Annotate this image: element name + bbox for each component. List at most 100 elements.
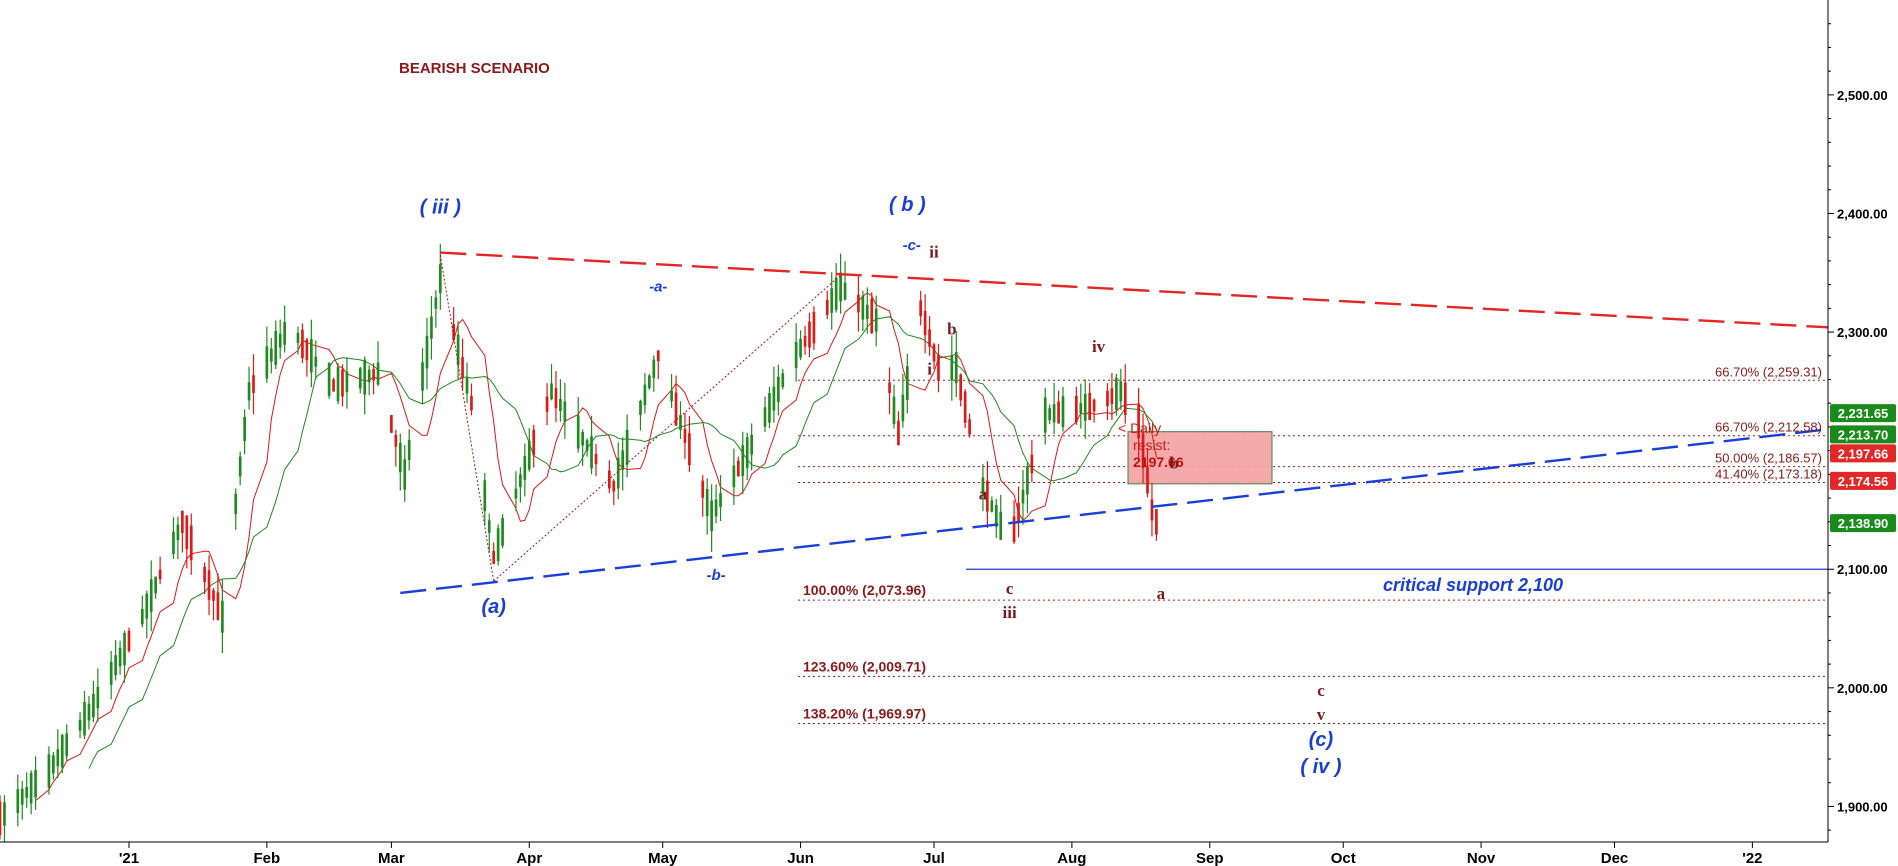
candle-body [719,493,722,507]
candle-body [29,772,33,804]
candle-body [1021,489,1025,504]
candle-body [252,375,255,393]
candle-body [830,288,834,313]
candle-body [559,398,562,412]
candle-body [403,459,407,490]
candle-body [336,367,340,402]
candle-body [621,450,625,470]
candle-body [594,453,598,465]
candle-body [732,465,736,488]
candle-body [576,415,580,449]
candle-body [78,719,82,731]
candle-body [928,329,931,347]
fib-level-label: 100.00% (2,073.96) [803,582,926,598]
candle-body [154,576,158,594]
candle-body [670,390,673,402]
candle-body [857,294,860,313]
candle-body [865,304,869,320]
chart-title: BEARISH SCENARIO [399,60,550,77]
candle-body [897,420,900,446]
candle-body [745,437,749,468]
wave-label: (a) [481,596,506,618]
candle-body [140,609,144,625]
swing-connector [439,254,495,582]
candle-body [701,480,705,498]
candle-body [736,460,740,477]
wave-label: (c) [1309,729,1334,751]
candle-body [278,333,282,348]
candle-body [149,579,153,612]
candle-body [1061,396,1065,428]
candle-body [590,436,593,469]
candle-body [648,375,651,389]
candle-body [341,369,344,397]
trendline-upper [440,251,1829,329]
wave-label: a [979,484,988,503]
candle-body [425,335,429,369]
candle-body [990,500,994,512]
candle-body [1088,392,1092,421]
y-tick-label: 1,900.00 [1837,799,1888,814]
chart-levels [798,379,1828,724]
candle-body [363,359,367,395]
candle-body [1123,382,1127,415]
candle-body [452,324,455,340]
x-tick-label: Feb [254,850,281,866]
ma-fast [35,292,1157,801]
candle-body [1048,408,1051,421]
candle-body [656,350,660,362]
wave-label: c [1006,579,1014,598]
candle-body [794,341,798,368]
candle-body [305,339,309,361]
candle-body [185,515,189,550]
wave-label: -a- [649,279,667,296]
fib-level-label: 50.00% (2,186.57) [1715,451,1822,466]
price-flag [1830,425,1896,444]
candle-body [554,388,558,409]
swing-connector [493,274,841,582]
candle-body [581,432,584,446]
candle-body [3,802,6,826]
candle-body [519,474,522,488]
candle-body [118,647,122,667]
candle-body [874,308,878,332]
candle-body [550,383,553,400]
candle-body [96,686,100,709]
candle-body [763,407,767,427]
wave-label: ( b ) [889,194,926,216]
candle-body [243,416,246,441]
x-tick-label: Nov [1467,850,1496,866]
y-tick-label: 2,400.00 [1837,206,1888,221]
y-tick-label: 2,500.00 [1837,88,1888,103]
candle-body [127,630,131,651]
candle-body [407,439,411,460]
candle-body [296,332,300,344]
candle-body [741,445,745,476]
candle-body [1017,502,1020,523]
candle-body [398,442,402,473]
candle-body [1146,467,1149,494]
candle-body [438,264,442,294]
candle-body [932,344,936,362]
candle-body [345,371,349,393]
candle-body [238,456,242,477]
wave-label: b [947,319,956,338]
candle-body [483,480,487,512]
x-tick-label: Jul [923,850,945,866]
candle-body [1079,403,1083,414]
x-tick-label: May [648,850,678,866]
candle-body [176,524,180,541]
candle-body [834,277,838,310]
candle-body [679,415,682,430]
candle-body [390,415,393,433]
candle-body [301,329,304,359]
fib-level-label: 41.40% (2,173.18) [1715,466,1822,481]
candle-body [456,334,460,366]
candle-body [545,396,549,412]
candle-body [496,528,500,562]
candle-body [803,335,807,347]
price-flag [1830,404,1896,423]
candle-body [901,394,905,422]
candle-body [247,382,251,401]
